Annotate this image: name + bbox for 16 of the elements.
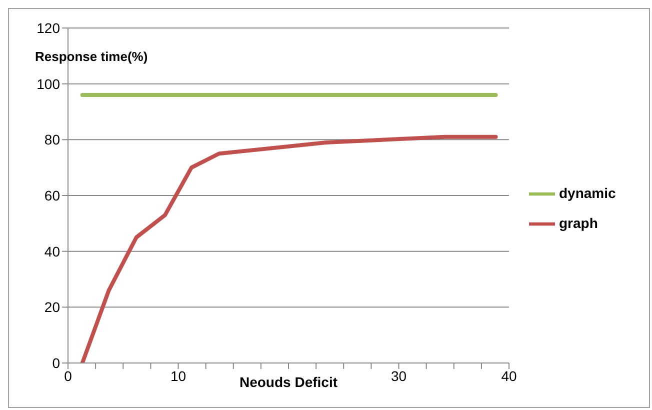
y-tick-label: 0 — [52, 354, 60, 371]
line-series — [80, 134, 498, 363]
legend-label: graph — [559, 215, 598, 231]
y-tick-label: 120 — [36, 20, 60, 36]
y-tick-label: 80 — [44, 132, 60, 148]
x-axis-title: Neouds Deficit — [239, 374, 338, 390]
y-tick-label: 100 — [36, 76, 60, 92]
y-axis-title: Response time(%) — [35, 49, 148, 64]
y-tick-label: 40 — [44, 243, 60, 260]
y-tick-label: 20 — [44, 299, 60, 316]
x-tick-label: 0 — [64, 368, 72, 384]
x-tick-label: 40 — [501, 368, 517, 384]
x-tick-label: 10 — [170, 368, 186, 384]
legend-label: dynamic — [559, 185, 616, 201]
y-tick-label: 60 — [44, 187, 60, 204]
x-tick-label: 30 — [390, 368, 407, 384]
